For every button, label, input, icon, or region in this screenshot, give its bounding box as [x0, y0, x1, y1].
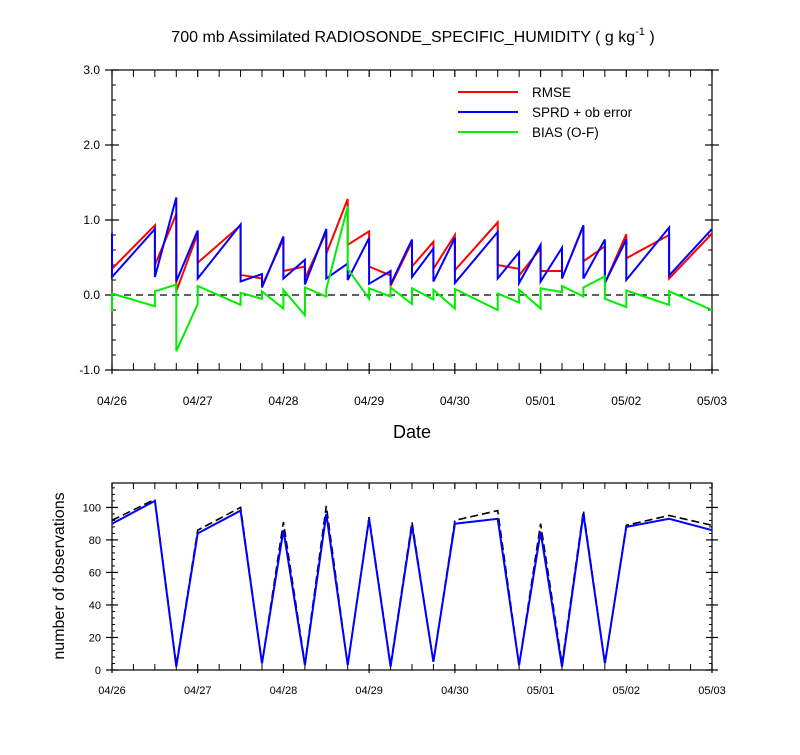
top-x-tick-label: 05/03: [697, 394, 727, 408]
bottom-series-line-assimilated-observations: [111, 499, 713, 667]
bottom-x-tick-label: 04/28: [270, 685, 298, 697]
bottom-y-tick-label: 60: [89, 567, 101, 579]
bottom-y-axis-label: number of observations: [51, 492, 68, 659]
bottom-x-tick-label: 04/26: [98, 685, 126, 697]
top-y-tick-label: 1.0: [83, 213, 100, 227]
bottom-y-tick-label: 80: [89, 535, 101, 547]
chart-title: 700 mb Assimilated RADIOSONDE_SPECIFIC_H…: [171, 26, 654, 46]
top-x-tick-label: 05/01: [526, 394, 556, 408]
top-series-line-bias-o-f: [111, 206, 713, 352]
top-x-tick-label: 04/29: [354, 394, 384, 408]
bottom-x-tick-label: 04/30: [441, 685, 469, 697]
top-x-tick-label: 05/02: [611, 394, 641, 408]
top-x-tick-label: 04/27: [183, 394, 213, 408]
top-panel: 04/26 04/27 04/28 04/29 04/30 05/01 05/02 05/03…: [79, 63, 727, 408]
top-x-tick-label: 04/28: [268, 394, 298, 408]
bottom-x-tick-label: 04/29: [355, 685, 383, 697]
top-y-tick-label: 3.0: [83, 63, 100, 77]
bottom-y-tick-label: 20: [89, 632, 101, 644]
title-close: ): [645, 29, 655, 46]
bottom-y-tick-label: 0: [95, 665, 101, 677]
bottom-x-tick-label: 05/03: [698, 685, 726, 697]
legend-label-sprd-ob-error: SPRD + ob error: [532, 105, 633, 120]
bottom-series-line-total-observations: [111, 498, 713, 666]
bottom-plot-frame: [111, 482, 713, 671]
bottom-y-tick-label: 40: [89, 600, 101, 612]
bottom-x-tick-label: 04/27: [184, 685, 212, 697]
legend-label-bias-o-f: BIAS (O-F): [532, 125, 599, 140]
bottom-x-tick-label: 05/02: [613, 685, 641, 697]
title-units-exponent: -1: [635, 26, 645, 38]
bottom-panel: 04/26 04/27 04/28 04/29 04/30 05/01 05/02 05/03…: [83, 482, 726, 697]
top-x-tick-label: 04/26: [97, 394, 127, 408]
top-y-tick-label: 2.0: [83, 138, 100, 152]
top-y-tick-label: 0.0: [83, 288, 100, 302]
top-series-line-sprd-ob-error: [111, 197, 713, 288]
legend-label-rmse: RMSE: [532, 85, 571, 100]
top-y-tick-label: -1.0: [79, 363, 100, 377]
top-x-axis-label: Date: [393, 422, 431, 442]
bottom-y-tick-label: 100: [83, 502, 101, 514]
top-x-tick-label: 04/30: [440, 394, 470, 408]
bottom-x-tick-label: 05/01: [527, 685, 555, 697]
